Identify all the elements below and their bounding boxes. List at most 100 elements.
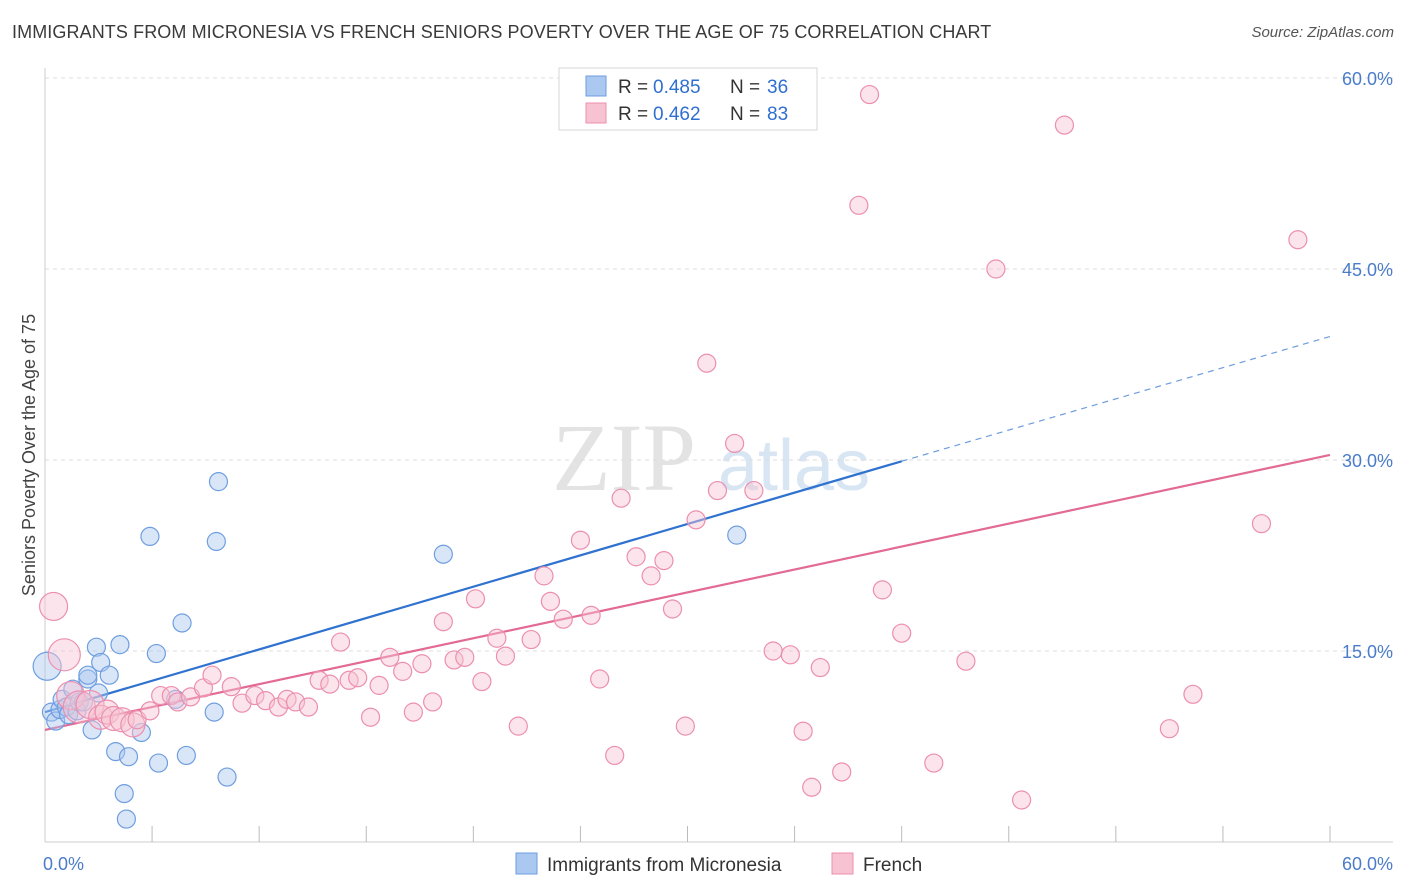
point-french-49 bbox=[553, 609, 573, 629]
y-axis-title: Seniors Poverty Over the Age of 75 bbox=[19, 314, 39, 596]
point-french-56 bbox=[641, 566, 661, 586]
legend-n-label-pink: N = bbox=[730, 104, 760, 125]
point-french-64 bbox=[744, 480, 764, 501]
y-tick-label-30: 30.0% bbox=[1342, 451, 1393, 471]
point-micronesia-32 bbox=[217, 767, 237, 787]
point-french-28 bbox=[330, 632, 351, 652]
point-french-35 bbox=[403, 702, 423, 722]
point-french-25 bbox=[298, 697, 319, 717]
point-french-52 bbox=[590, 669, 610, 689]
top-legend: R = 0.485 N = 36 R = 0.462 N = 83 bbox=[558, 67, 818, 131]
point-french-34 bbox=[393, 661, 413, 681]
point-french-45 bbox=[508, 716, 528, 736]
point-french-77 bbox=[986, 259, 1006, 279]
point-french-76 bbox=[956, 651, 976, 671]
point-french-46 bbox=[521, 629, 541, 650]
point-micronesia-23 bbox=[140, 526, 160, 547]
point-french-78 bbox=[1011, 790, 1032, 810]
y-tick-label-15: 15.0% bbox=[1342, 642, 1393, 662]
point-french-53 bbox=[605, 745, 625, 766]
point-french-60 bbox=[686, 510, 706, 530]
point-french-68 bbox=[802, 777, 822, 797]
point-micronesia-21 bbox=[118, 747, 139, 767]
point-micronesia-33 bbox=[433, 544, 453, 564]
point-french-63 bbox=[725, 433, 745, 454]
point-micronesia-29 bbox=[204, 702, 224, 722]
point-french-81 bbox=[1183, 684, 1203, 704]
legend-r-label-blue: R = bbox=[618, 77, 648, 98]
point-french-38 bbox=[433, 612, 453, 632]
legend-r-value-blue: 0.485 bbox=[653, 77, 701, 98]
point-micronesia-0 bbox=[32, 651, 62, 681]
point-micronesia-12 bbox=[78, 665, 98, 685]
y-tick-label-60: 60.0% bbox=[1342, 69, 1393, 89]
legend-n-value-blue: 36 bbox=[767, 77, 788, 98]
point-french-59 bbox=[675, 716, 695, 736]
point-french-69 bbox=[810, 657, 830, 678]
bottom-legend: Immigrants from Micronesia French bbox=[515, 852, 922, 876]
point-french-58 bbox=[662, 599, 683, 619]
point-french-30 bbox=[348, 668, 368, 688]
point-french-62 bbox=[707, 480, 728, 501]
legend-n-value-pink: 83 bbox=[767, 104, 788, 125]
point-french-36 bbox=[412, 654, 432, 674]
point-french-0 bbox=[38, 591, 69, 622]
point-french-7 bbox=[100, 705, 127, 732]
point-french-57 bbox=[654, 550, 674, 571]
point-french-37 bbox=[423, 692, 443, 712]
point-french-55 bbox=[626, 547, 646, 567]
point-french-26 bbox=[309, 670, 329, 690]
point-micronesia-18 bbox=[106, 741, 126, 762]
trend-line-micronesia-extension bbox=[901, 335, 1331, 462]
point-french-72 bbox=[859, 84, 880, 105]
point-micronesia-30 bbox=[206, 531, 226, 552]
legend-r-value-pink: 0.462 bbox=[653, 104, 701, 125]
point-micronesia-24 bbox=[146, 643, 166, 664]
point-french-66 bbox=[780, 645, 800, 665]
point-french-20 bbox=[245, 685, 265, 706]
point-micronesia-25 bbox=[148, 753, 169, 773]
trend-line-french bbox=[44, 453, 1331, 732]
y-tick-label-45: 45.0% bbox=[1342, 260, 1393, 280]
point-french-33 bbox=[380, 647, 400, 667]
point-micronesia-28 bbox=[176, 745, 196, 766]
point-french-14 bbox=[168, 692, 188, 712]
bottom-legend-swatch-pink bbox=[831, 852, 854, 875]
point-french-43 bbox=[487, 628, 507, 648]
point-french-17 bbox=[202, 665, 222, 685]
point-micronesia-27 bbox=[172, 613, 192, 633]
point-micronesia-31 bbox=[208, 472, 229, 492]
point-french-70 bbox=[832, 762, 852, 782]
point-french-42 bbox=[472, 671, 492, 692]
data-points bbox=[32, 84, 1308, 829]
point-french-51 bbox=[581, 605, 601, 625]
watermark-zip: ZIP bbox=[552, 404, 696, 511]
point-french-47 bbox=[534, 566, 554, 586]
legend-swatch-pink bbox=[585, 102, 607, 124]
point-french-79 bbox=[1054, 115, 1075, 135]
grid-lines bbox=[45, 77, 1393, 652]
legend-n-label-blue: N = bbox=[730, 77, 760, 98]
point-french-18 bbox=[221, 677, 241, 697]
chart-title: IMMIGRANTS FROM MICRONESIA VS FRENCH SEN… bbox=[12, 22, 992, 42]
legend-swatch-blue bbox=[585, 75, 607, 97]
x-tick-label-max: 60.0% bbox=[1342, 854, 1393, 874]
trend-lines bbox=[44, 335, 1331, 732]
x-tick-label-min: 0.0% bbox=[43, 854, 84, 874]
point-french-71 bbox=[849, 195, 869, 215]
point-french-44 bbox=[495, 646, 516, 666]
bottom-legend-label-blue: Immigrants from Micronesia bbox=[547, 855, 782, 876]
point-french-32 bbox=[369, 675, 389, 695]
point-french-40 bbox=[455, 647, 475, 667]
point-micronesia-19 bbox=[110, 635, 130, 655]
point-french-50 bbox=[570, 530, 591, 550]
point-french-4 bbox=[75, 689, 105, 720]
point-french-61 bbox=[697, 353, 717, 373]
point-french-80 bbox=[1159, 719, 1179, 739]
axes: 15.0% 30.0% 45.0% 60.0% 0.0% 60.0% bbox=[43, 68, 1393, 874]
point-french-27 bbox=[320, 674, 340, 694]
point-french-12 bbox=[151, 685, 171, 706]
point-french-24 bbox=[285, 692, 306, 712]
point-micronesia-34 bbox=[727, 525, 747, 545]
